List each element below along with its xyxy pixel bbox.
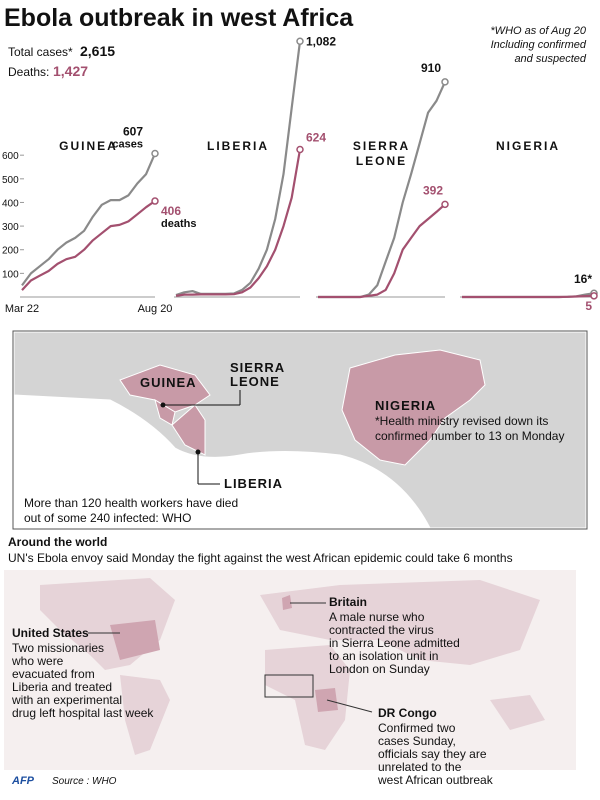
world-map (4, 570, 576, 770)
world-note: unrelated to the (378, 760, 462, 774)
map-note: *Health ministry revised down its (375, 414, 548, 428)
value-label: 392 (423, 183, 443, 197)
drc-shape (315, 688, 338, 712)
chart-title: LIBERIA (207, 139, 269, 153)
britain-shape (282, 595, 292, 610)
world-note: London on Sunday (329, 662, 430, 676)
australia (490, 695, 545, 730)
total-label: Total cases* (8, 45, 73, 59)
world-note: evacuated from (12, 667, 95, 681)
y-tick-label: 500 (2, 175, 19, 186)
map-label: LIBERIA (224, 476, 283, 491)
world-note: drug left hospital last week (12, 706, 154, 720)
value-label: 1,082 (306, 34, 336, 48)
world-heading: Around the world (8, 535, 107, 549)
end-point (590, 292, 598, 300)
value-label: 607 (123, 125, 143, 139)
end-point (151, 197, 159, 205)
south-america (120, 675, 170, 755)
agency: AFP (11, 775, 35, 787)
value-label: 910 (421, 61, 441, 75)
map-label: SIERRA (230, 360, 285, 375)
world-note: who were (11, 654, 64, 668)
world-note: in Sierra Leone admitted (329, 636, 460, 650)
end-point (441, 78, 449, 86)
chart-title: SIERRA (353, 139, 410, 153)
note: *WHO as of Aug 20 (490, 25, 586, 37)
x-tick-label: Aug 20 (138, 303, 173, 315)
value-label: 406 (161, 204, 181, 218)
note: and suspected (514, 53, 586, 65)
nigeria-shape (341, 349, 486, 466)
line (21, 153, 157, 287)
end-point (296, 145, 304, 154)
y-tick-label: 400 (2, 198, 19, 209)
world-note: west African outbreak (377, 773, 494, 787)
end-point (151, 149, 159, 158)
deaths: 1,427 (53, 63, 88, 79)
line (462, 294, 595, 299)
liberia-shape (171, 404, 206, 456)
line (175, 41, 302, 297)
world-note: contracted the virus (329, 623, 434, 637)
y-tick-label: 300 (2, 222, 19, 233)
map-label: NIGERIA (375, 398, 436, 413)
line (175, 149, 302, 297)
value-label: 16* (574, 272, 592, 286)
us-shape (110, 620, 160, 660)
y-tick-label: 100 (2, 269, 19, 280)
y-tick-label: 600 (2, 151, 19, 162)
world-note: Confirmed two (378, 721, 456, 735)
value-label: 5 (585, 299, 592, 313)
zoom-box (264, 674, 314, 698)
world-subtitle: UN's Ebola envoy said Monday the fight a… (8, 551, 513, 565)
line (318, 203, 446, 299)
series-name: cases (112, 139, 143, 151)
map-note: confirmed number to 13 on Monday (375, 429, 564, 443)
title: Ebola outbreak in west Africa (4, 4, 354, 32)
chart-title: LEONE (356, 154, 407, 168)
world-note: Liberia and treated (12, 680, 112, 694)
leader (326, 699, 373, 713)
chart-title: GUINEA (59, 139, 118, 153)
value-label: 624 (306, 131, 326, 145)
line (21, 200, 156, 291)
world-note: A male nurse who (329, 610, 425, 624)
drc-title: DR Congo (378, 706, 437, 720)
world-note: with an experimental (11, 693, 122, 707)
map-label: GUINEA (140, 375, 197, 390)
chart-title: NIGERIA (496, 139, 560, 153)
map-note: More than 120 health workers have died (24, 496, 238, 510)
end-point (296, 37, 304, 46)
us-title: United States (12, 626, 89, 640)
source: Source : WHO (52, 776, 117, 787)
world-note: to an isolation unit in (329, 649, 438, 663)
map-label: LEONE (230, 374, 280, 389)
map (12, 330, 588, 530)
world-note: officials say they are (378, 747, 487, 761)
series-name: deaths (161, 218, 196, 230)
note: Including confirmed (491, 39, 587, 51)
world-note: cases Sunday, (378, 734, 456, 748)
map-note: out of some 240 infected: WHO (24, 511, 191, 525)
britain-title: Britain (329, 595, 367, 609)
x-tick-label: Mar 22 (5, 303, 39, 315)
world-note: Two missionaries (12, 641, 104, 655)
end-point (441, 200, 449, 209)
deaths-label: Deaths: (8, 65, 49, 79)
eurasia (260, 580, 540, 665)
y-tick-label: 200 (2, 246, 19, 257)
total: 2,615 (80, 43, 115, 59)
